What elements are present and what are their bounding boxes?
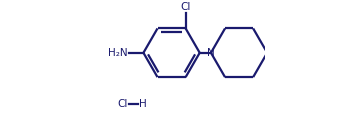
Text: H: H xyxy=(138,99,146,109)
Text: Cl: Cl xyxy=(118,99,128,109)
Text: N: N xyxy=(207,48,215,58)
Text: H₂N: H₂N xyxy=(108,48,128,58)
Text: Cl: Cl xyxy=(180,2,191,12)
